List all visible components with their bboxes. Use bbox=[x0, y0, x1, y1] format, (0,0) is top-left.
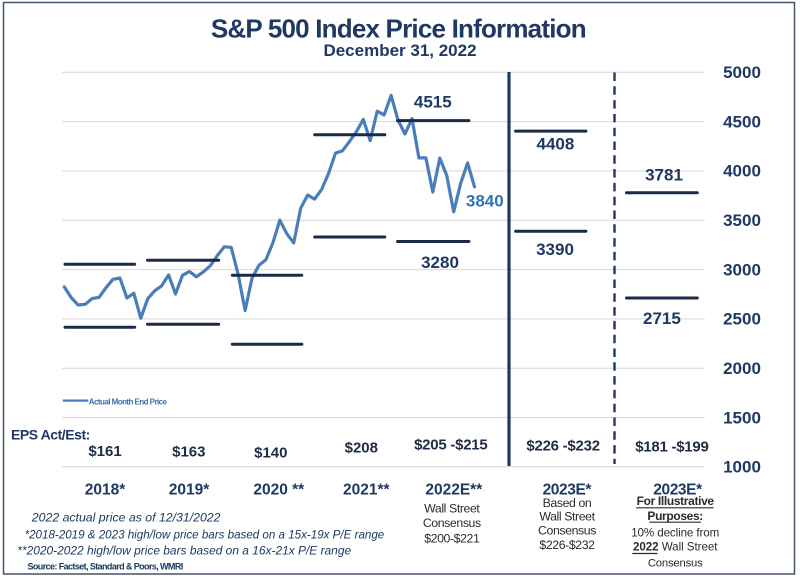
svg-text:Wall Street: Wall Street bbox=[424, 502, 480, 516]
svg-text:Wall Street: Wall Street bbox=[539, 509, 595, 523]
svg-text:Consensus: Consensus bbox=[538, 523, 596, 537]
svg-text:$226 -$232: $226 -$232 bbox=[526, 438, 599, 455]
svg-text:10% decline from: 10% decline from bbox=[631, 526, 719, 539]
svg-text:$181 -$199: $181 -$199 bbox=[635, 439, 708, 456]
svg-text:S&P 500 Index Price Informatio: S&P 500 Index Price Information bbox=[211, 14, 586, 44]
svg-text:3280: 3280 bbox=[421, 253, 459, 272]
svg-text:2022E**: 2022E** bbox=[425, 482, 483, 499]
svg-text:$226-$232: $226-$232 bbox=[539, 538, 595, 552]
svg-text:Purposes:: Purposes: bbox=[647, 509, 703, 523]
svg-text:2715: 2715 bbox=[643, 309, 681, 328]
svg-text:Consensus: Consensus bbox=[423, 516, 481, 530]
svg-text:$140: $140 bbox=[254, 445, 287, 462]
svg-text:3500: 3500 bbox=[723, 211, 761, 230]
svg-text:4408: 4408 bbox=[536, 134, 574, 153]
svg-text:2019*: 2019* bbox=[169, 482, 210, 499]
svg-text:4000: 4000 bbox=[723, 162, 761, 181]
svg-text:2018*: 2018* bbox=[85, 482, 126, 499]
svg-text:Based on: Based on bbox=[543, 496, 592, 510]
svg-text:*2018-2019 & 2023 high/low pri: *2018-2019 & 2023 high/low price bars ba… bbox=[25, 529, 385, 542]
svg-text:$200-$221: $200-$221 bbox=[424, 532, 480, 546]
svg-text:Source: Factset, Standard & Po: Source: Factset, Standard & Poors, WMRI bbox=[28, 562, 183, 572]
svg-text:3840: 3840 bbox=[466, 192, 504, 211]
svg-text:EPS Act/Est:: EPS Act/Est: bbox=[11, 427, 90, 443]
svg-text:2022 actual price as of 12/31/: 2022 actual price as of 12/31/2022 bbox=[31, 511, 221, 525]
svg-text:$208: $208 bbox=[345, 440, 378, 457]
svg-text:**2020-2022 high/low price bar: **2020-2022 high/low price bars based on… bbox=[17, 544, 351, 558]
svg-text:Consensus: Consensus bbox=[648, 558, 703, 570]
svg-text:2023E*: 2023E* bbox=[543, 482, 593, 499]
svg-text:2000: 2000 bbox=[723, 359, 761, 378]
svg-text:$161: $161 bbox=[88, 443, 121, 460]
svg-text:Actual Month End Price: Actual Month End Price bbox=[89, 397, 168, 406]
svg-text:2021**: 2021** bbox=[343, 482, 391, 499]
svg-text:3000: 3000 bbox=[723, 260, 761, 279]
svg-text:2020 **: 2020 ** bbox=[253, 482, 305, 499]
svg-text:$205 -$215: $205 -$215 bbox=[414, 437, 487, 454]
svg-text:4500: 4500 bbox=[723, 112, 761, 131]
svg-text:1500: 1500 bbox=[723, 408, 761, 427]
svg-text:5000: 5000 bbox=[723, 63, 761, 82]
svg-text:2500: 2500 bbox=[723, 310, 761, 329]
svg-text:1000: 1000 bbox=[723, 458, 761, 477]
svg-text:For Illustrative: For Illustrative bbox=[637, 494, 715, 508]
svg-text:4515: 4515 bbox=[414, 93, 452, 112]
svg-text:3781: 3781 bbox=[645, 166, 683, 185]
svg-text:3390: 3390 bbox=[536, 240, 574, 259]
svg-text:December 31, 2022: December 31, 2022 bbox=[323, 41, 476, 60]
svg-text:2023E*: 2023E* bbox=[653, 482, 703, 499]
svg-text:$163: $163 bbox=[172, 444, 205, 461]
svg-text:2022 Wall Street: 2022 Wall Street bbox=[633, 540, 718, 553]
